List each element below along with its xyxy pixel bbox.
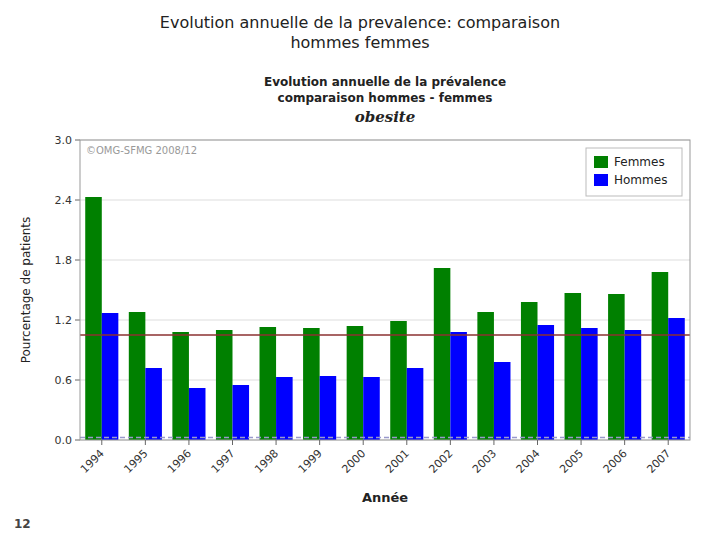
- bar: [538, 325, 555, 440]
- x-tick: [537, 440, 538, 445]
- y-tick-label: 1.8: [55, 254, 73, 267]
- grid-line: [80, 380, 690, 381]
- legend-label: Hommes: [614, 173, 667, 187]
- x-tick-label: 1998: [252, 447, 281, 476]
- watermark: ©OMG-SFMG 2008/12: [86, 145, 197, 156]
- x-tick: [363, 440, 364, 445]
- legend-label: Femmes: [614, 155, 665, 169]
- chart: Evolution annuelle de la prevalence: com…: [0, 0, 720, 540]
- bar: [276, 377, 293, 440]
- bar: [390, 321, 407, 440]
- y-tick-label: 0.0: [55, 434, 73, 447]
- y-tick-label: 2.4: [55, 194, 73, 207]
- bar: [407, 368, 424, 440]
- bar: [129, 312, 146, 440]
- bar: [347, 326, 364, 440]
- x-tick-label: 1994: [78, 447, 107, 476]
- bar: [434, 268, 451, 440]
- x-tick: [581, 440, 582, 445]
- bar: [581, 328, 598, 440]
- x-tick-label: 2002: [426, 447, 455, 476]
- x-tick: [450, 440, 451, 445]
- page-number: 12: [14, 517, 31, 531]
- bar: [216, 330, 233, 440]
- x-tick-label: 2005: [557, 447, 586, 476]
- grid-line: [80, 320, 690, 321]
- bar: [260, 327, 277, 440]
- x-tick: [101, 440, 102, 445]
- title: hommes femmes: [290, 33, 429, 52]
- bar: [625, 330, 642, 440]
- x-tick-label: 1995: [121, 447, 150, 476]
- x-tick-label: 2007: [644, 447, 673, 476]
- y-tick-label: 3.0: [55, 134, 73, 147]
- x-tick-label: 2006: [601, 447, 630, 476]
- bar: [608, 294, 625, 440]
- legend: Femmes Hommes: [586, 148, 682, 196]
- title: Evolution annuelle de la prevalence: com…: [160, 13, 560, 32]
- plot-marks: [80, 197, 690, 440]
- bar: [652, 272, 669, 440]
- bar: [477, 312, 494, 440]
- bar: [85, 197, 102, 440]
- bar: [233, 385, 250, 440]
- y-tick: [75, 320, 80, 321]
- bar: [145, 368, 162, 440]
- x-tick: [406, 440, 407, 445]
- bar: [189, 388, 206, 440]
- x-tick-label: 1997: [209, 447, 238, 476]
- bar: [521, 302, 538, 440]
- bar: [102, 313, 119, 440]
- bar: [450, 332, 467, 440]
- bar: [363, 377, 380, 440]
- x-axis-label: Année: [362, 490, 408, 505]
- x-tick: [493, 440, 494, 445]
- reference-line: [80, 334, 690, 336]
- y-tick: [75, 260, 80, 261]
- y-tick: [75, 200, 80, 201]
- x-tick-label: 2001: [383, 447, 412, 476]
- bar: [320, 376, 337, 440]
- x-tick: [319, 440, 320, 445]
- x-tick: [188, 440, 189, 445]
- subtitle: obesite: [355, 108, 416, 126]
- x-tick: [276, 440, 277, 445]
- bar: [668, 318, 685, 440]
- bar: [565, 293, 582, 440]
- bar: [172, 332, 189, 440]
- grid-line: [80, 260, 690, 261]
- y-tick: [75, 140, 80, 141]
- subtitle: comparaison hommes - femmes: [278, 91, 493, 105]
- subtitle: Evolution annuelle de la prévalence: [264, 75, 506, 89]
- x-tick: [668, 440, 669, 445]
- x-tick-label: 2004: [514, 447, 543, 476]
- legend-box: [586, 148, 682, 196]
- legend-swatch: [594, 174, 608, 186]
- bar: [303, 328, 320, 440]
- grid-line: [80, 200, 690, 201]
- y-tick: [75, 380, 80, 381]
- y-tick-label: 1.2: [55, 314, 73, 327]
- x-tick-label: 1999: [296, 447, 325, 476]
- x-tick-label: 2000: [339, 447, 368, 476]
- y-tick: [75, 440, 80, 441]
- x-tick-label: 2003: [470, 447, 499, 476]
- x-tick: [624, 440, 625, 445]
- y-axis-label: Pourcentage de patients: [19, 217, 33, 364]
- x-tick: [145, 440, 146, 445]
- bar: [494, 362, 511, 440]
- x-tick: [232, 440, 233, 445]
- legend-swatch: [594, 156, 608, 168]
- plot-frame: [80, 140, 690, 440]
- y-tick-label: 0.6: [55, 374, 73, 387]
- x-tick-label: 1996: [165, 447, 194, 476]
- reference-line: [80, 437, 690, 439]
